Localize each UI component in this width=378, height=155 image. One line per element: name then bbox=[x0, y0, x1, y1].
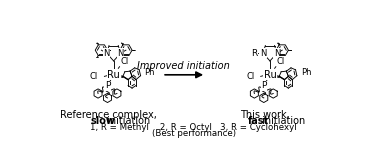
Text: initiation: initiation bbox=[259, 116, 305, 126]
Text: initiation: initiation bbox=[104, 116, 150, 126]
FancyArrowPatch shape bbox=[165, 72, 201, 78]
Text: N: N bbox=[104, 49, 110, 58]
Text: Reference complex,: Reference complex, bbox=[60, 110, 157, 120]
Text: N: N bbox=[274, 49, 280, 58]
Text: (Best performance): (Best performance) bbox=[152, 129, 236, 138]
Text: This work,: This work, bbox=[240, 110, 290, 120]
Text: R: R bbox=[251, 49, 258, 58]
Text: 1, R = Methyl    2, R = Octyl   3, R = Cyclohexyl: 1, R = Methyl 2, R = Octyl 3, R = Cycloh… bbox=[90, 123, 297, 132]
Text: N: N bbox=[260, 49, 266, 58]
Text: Ph: Ph bbox=[301, 68, 311, 77]
Text: Cl: Cl bbox=[121, 57, 129, 66]
Text: N: N bbox=[118, 49, 124, 58]
Text: P: P bbox=[261, 81, 266, 90]
Text: Ru: Ru bbox=[263, 70, 276, 80]
Text: Ru: Ru bbox=[107, 70, 120, 80]
Text: P: P bbox=[105, 81, 110, 90]
Text: Cl: Cl bbox=[277, 57, 285, 66]
Text: fast: fast bbox=[248, 116, 269, 126]
Text: Cl: Cl bbox=[246, 72, 254, 81]
Text: Ph: Ph bbox=[144, 68, 155, 77]
Text: Improved initiation: Improved initiation bbox=[137, 61, 230, 71]
Text: slow: slow bbox=[91, 116, 115, 126]
Text: Cl: Cl bbox=[90, 72, 98, 81]
